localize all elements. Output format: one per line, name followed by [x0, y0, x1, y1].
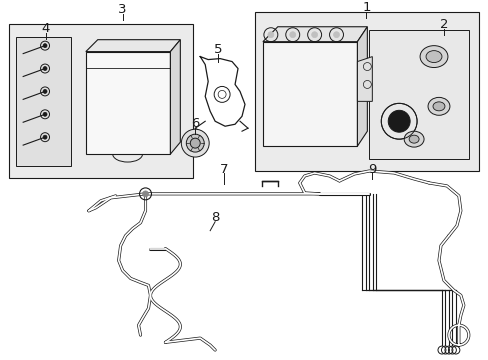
Text: 8: 8 [210, 211, 219, 224]
Text: 9: 9 [367, 162, 376, 176]
Circle shape [267, 32, 273, 38]
Polygon shape [357, 27, 366, 146]
Bar [86, 51, 170, 154]
Bar [263, 42, 357, 146]
Bar [16, 37, 71, 166]
Text: 1: 1 [362, 1, 370, 14]
Circle shape [186, 134, 204, 152]
Polygon shape [263, 27, 366, 42]
Circle shape [311, 32, 317, 38]
Ellipse shape [419, 46, 447, 68]
Polygon shape [86, 40, 180, 51]
Ellipse shape [427, 97, 449, 115]
Text: 2: 2 [439, 18, 447, 31]
Text: 5: 5 [213, 43, 222, 56]
Circle shape [142, 191, 148, 197]
Circle shape [43, 67, 47, 71]
Circle shape [387, 110, 409, 132]
Circle shape [333, 32, 339, 38]
Circle shape [289, 32, 295, 38]
Ellipse shape [425, 51, 441, 63]
Text: 3: 3 [118, 3, 126, 16]
Text: 7: 7 [220, 162, 228, 176]
Ellipse shape [404, 131, 423, 147]
Text: 6: 6 [191, 117, 199, 130]
Ellipse shape [432, 102, 444, 111]
Polygon shape [170, 40, 180, 154]
Circle shape [43, 89, 47, 93]
Ellipse shape [408, 135, 418, 143]
Bar [254, 12, 478, 171]
Text: 4: 4 [42, 22, 50, 35]
Circle shape [181, 129, 209, 157]
Circle shape [190, 138, 200, 148]
Polygon shape [357, 57, 371, 102]
Circle shape [43, 135, 47, 139]
Circle shape [43, 44, 47, 48]
Circle shape [43, 112, 47, 116]
Bar [9, 24, 193, 178]
Bar [368, 30, 468, 159]
Circle shape [393, 116, 404, 126]
